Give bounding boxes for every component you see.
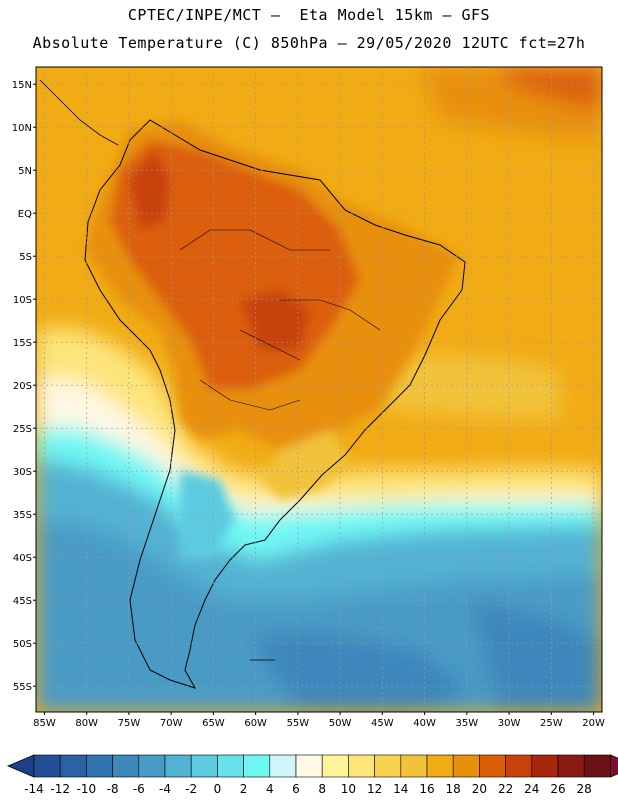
colorbar-label: -4 <box>159 782 171 796</box>
colorbar-label: 10 <box>341 782 356 796</box>
map-frame <box>35 66 603 713</box>
colorbar-swatch <box>374 754 402 778</box>
coastline <box>39 79 466 689</box>
lat-tick-label: 20S <box>13 381 32 392</box>
lon-tick-label: 55W <box>287 718 310 729</box>
lon-tick-label: 45W <box>371 718 394 729</box>
colorbar-label: 20 <box>472 782 487 796</box>
colorbar-swatch <box>243 754 271 778</box>
colorbar-swatch <box>348 754 375 778</box>
colorbar-swatch <box>426 754 454 778</box>
colorbar-label: -8 <box>107 782 119 796</box>
colorbar-label: 18 <box>446 782 461 796</box>
lat-tick-label: 40S <box>13 553 32 564</box>
colorbar-label: -6 <box>133 782 145 796</box>
lat-tick-label: 45S <box>13 596 32 607</box>
colorbar-label: 14 <box>393 782 408 796</box>
lon-tick-label: 30W <box>498 718 521 729</box>
colorbar-label: 0 <box>214 782 222 796</box>
colorbar-swatch <box>190 754 218 778</box>
colorbar-swatch <box>269 754 297 778</box>
colorbar-label: 24 <box>524 782 539 796</box>
lat-tick-label: 30S <box>13 467 32 478</box>
colorbar-swatch <box>583 754 611 778</box>
lon-tick-label: 35W <box>456 718 479 729</box>
colorbar-swatch <box>531 754 559 778</box>
graticule <box>36 67 602 712</box>
colorbar-label: 6 <box>292 782 300 796</box>
lat-tick-label: 35S <box>13 510 32 521</box>
temperature-field <box>36 67 602 712</box>
lon-tick-label: 85W <box>33 718 56 729</box>
latitude-axis: 15N 10N 5N EQ 5S 10S 15S 20S 25S 30S 35S 40S 45S 50S 5… <box>12 80 36 693</box>
lon-tick-label: 80W <box>75 718 98 729</box>
colorbar-swatch <box>86 754 113 778</box>
colorbar-label: 2 <box>240 782 248 796</box>
lat-tick-label: 5S <box>19 252 32 263</box>
colorbar-label: 28 <box>577 782 592 796</box>
colorbar-swatch <box>138 754 166 778</box>
lon-tick-label: 65W <box>202 718 225 729</box>
lon-tick-label: 50W <box>329 718 352 729</box>
colorbar-swatch <box>59 754 87 778</box>
colorbar-swatch <box>112 754 140 778</box>
colorbar-label: 16 <box>419 782 434 796</box>
map-title: CPTEC/INPE/MCT – Eta Model 15km – GFS <box>127 6 491 24</box>
colorbar-swatch <box>295 754 323 778</box>
lat-tick-label: 5N <box>18 166 32 177</box>
lat-tick-label: 55S <box>13 682 32 693</box>
colorbar-label: -10 <box>77 782 97 796</box>
lat-tick-label: 10N <box>12 123 32 134</box>
colorbar-label: -12 <box>50 782 70 796</box>
lat-tick-label: EQ <box>18 209 32 220</box>
lat-tick-label: 10S <box>13 295 32 306</box>
lon-tick-label: 25W <box>540 718 563 729</box>
colorbar-label: 22 <box>498 782 513 796</box>
map-subtitle: Absolute Temperature (C) 850hPa – 29/05/… <box>32 34 586 52</box>
colorbar-label: 8 <box>318 782 326 796</box>
colorbar-label: 4 <box>266 782 274 796</box>
lon-tick-label: 75W <box>118 718 141 729</box>
lat-tick-label: 50S <box>13 639 32 650</box>
colorbar-swatch <box>321 754 349 778</box>
lat-tick-label: 15S <box>13 338 32 349</box>
lon-tick-label: 20W <box>582 718 605 729</box>
colorbar-swatch <box>557 754 585 778</box>
longitude-axis: 85W 80W 75W 70W 65W 60W 55W 50W 45W 40W 35W 30W 25W 2… <box>33 712 605 729</box>
colorbar-label: -2 <box>185 782 197 796</box>
colorbar-label: -14 <box>24 782 44 796</box>
colorbar-arrow-high <box>610 754 618 778</box>
colorbar-swatch <box>164 754 192 778</box>
lat-tick-label: 25S <box>13 424 32 435</box>
lon-tick-label: 60W <box>244 718 267 729</box>
colorbar-arrow-low <box>6 754 35 778</box>
colorbar-label: 26 <box>550 782 565 796</box>
lon-tick-label: 40W <box>413 718 436 729</box>
lon-tick-label: 70W <box>160 718 183 729</box>
colorbar-swatch <box>400 754 428 778</box>
colorbar-swatch <box>33 754 61 778</box>
colorbar-label: 12 <box>367 782 382 796</box>
colorbar: -14 -12 -10 -8 -6 -4 -2 0 2 4 6 8 10 12 14 16 18 20 22 24 26… <box>6 754 618 796</box>
lat-tick-label: 15N <box>12 80 32 91</box>
colorbar-swatch <box>479 754 506 778</box>
colorbar-swatch <box>217 754 244 778</box>
colorbar-swatch <box>505 754 533 778</box>
colorbar-swatch <box>452 754 480 778</box>
